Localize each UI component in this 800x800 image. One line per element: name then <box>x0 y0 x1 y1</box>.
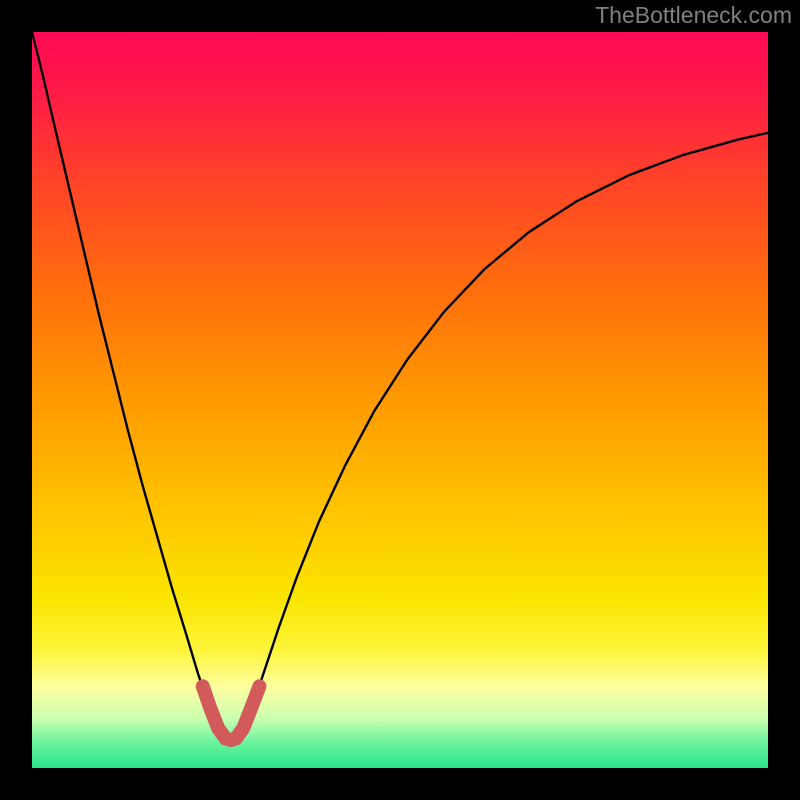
chart-svg <box>0 0 800 800</box>
plot-background <box>32 32 768 768</box>
chart-canvas: TheBottleneck.com <box>0 0 800 800</box>
watermark-text: TheBottleneck.com <box>595 2 792 29</box>
